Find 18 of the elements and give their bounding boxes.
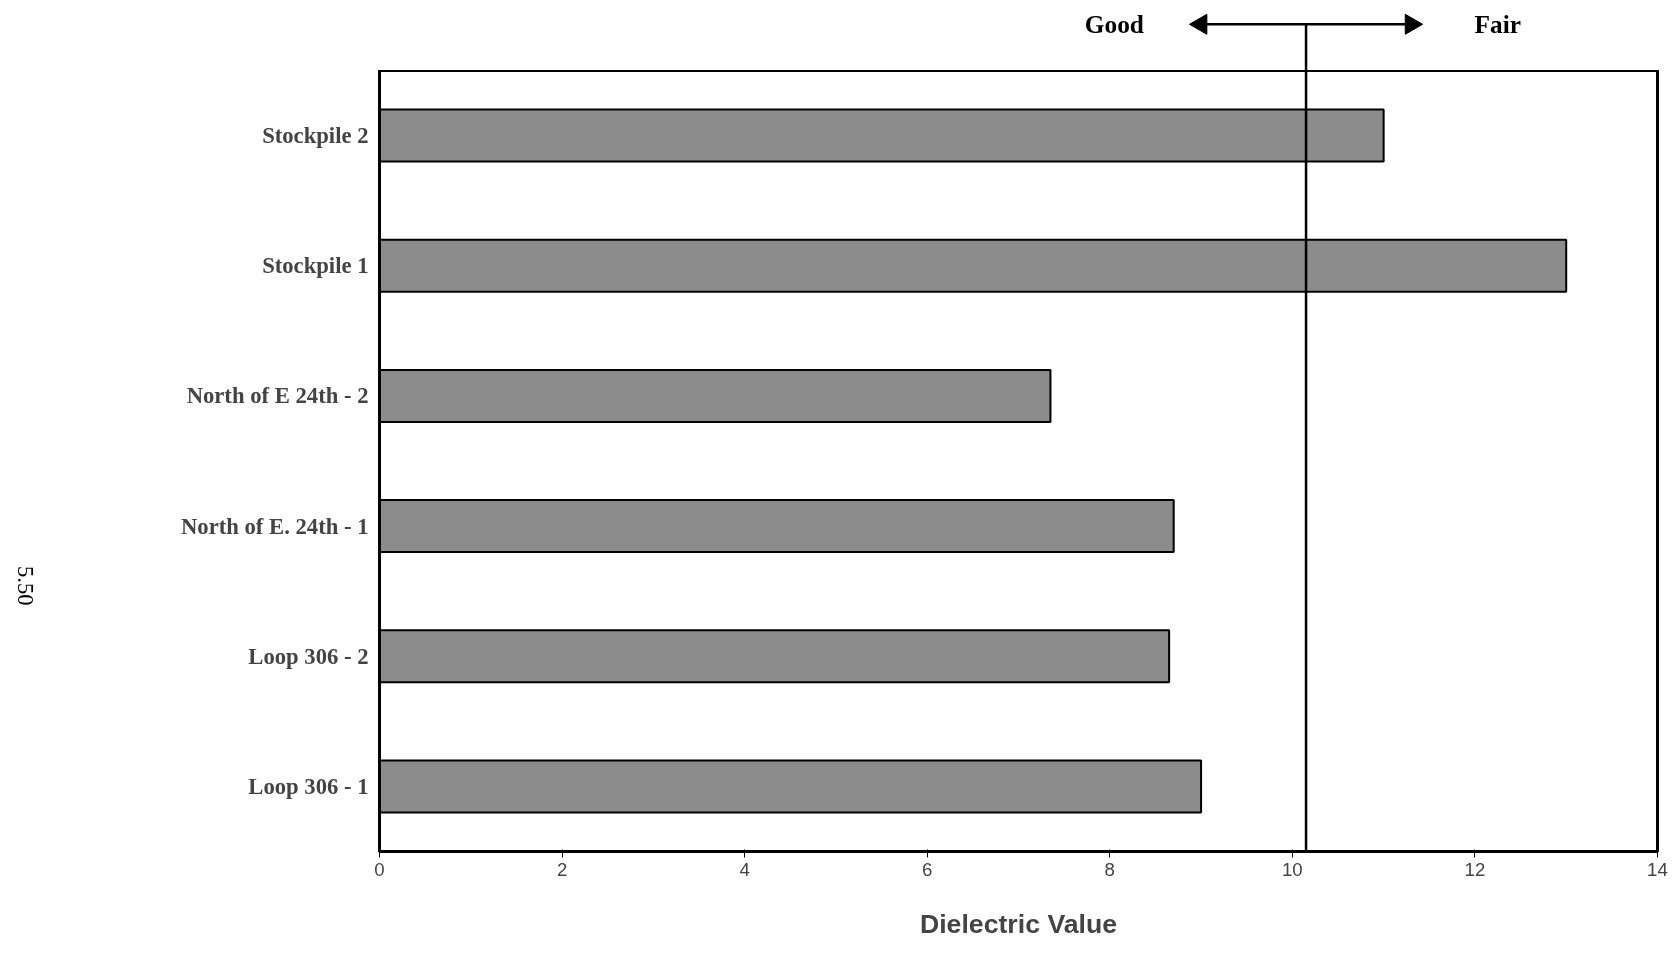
y-tick-label: Loop 306 - 2 [248,643,369,669]
text: Fair [1474,10,1521,39]
x-tick-label: 2 [556,858,568,880]
y-tick-label: Stockpile 1 [262,253,369,279]
x-tick-label: 10 [1281,858,1303,880]
text: 5.50 [12,565,38,606]
x-axis-title: Dielectric Value [919,908,1118,939]
x-tick-label: 14 [1647,858,1668,880]
text: Good [1084,10,1144,39]
y-tick-label: North of E 24th - 2 [186,383,369,409]
x-tick-label: 4 [739,858,750,880]
x-tick-label: 8 [1104,858,1115,880]
x-tick-label: 12 [1464,858,1486,880]
y-tick-label: Loop 306 - 1 [248,773,369,799]
x-tick-label: 0 [374,858,385,880]
y-tick-label: North of E. 24th - 1 [180,513,369,539]
x-tick-label: 6 [922,858,933,880]
y-tick-label: Stockpile 2 [262,123,369,149]
